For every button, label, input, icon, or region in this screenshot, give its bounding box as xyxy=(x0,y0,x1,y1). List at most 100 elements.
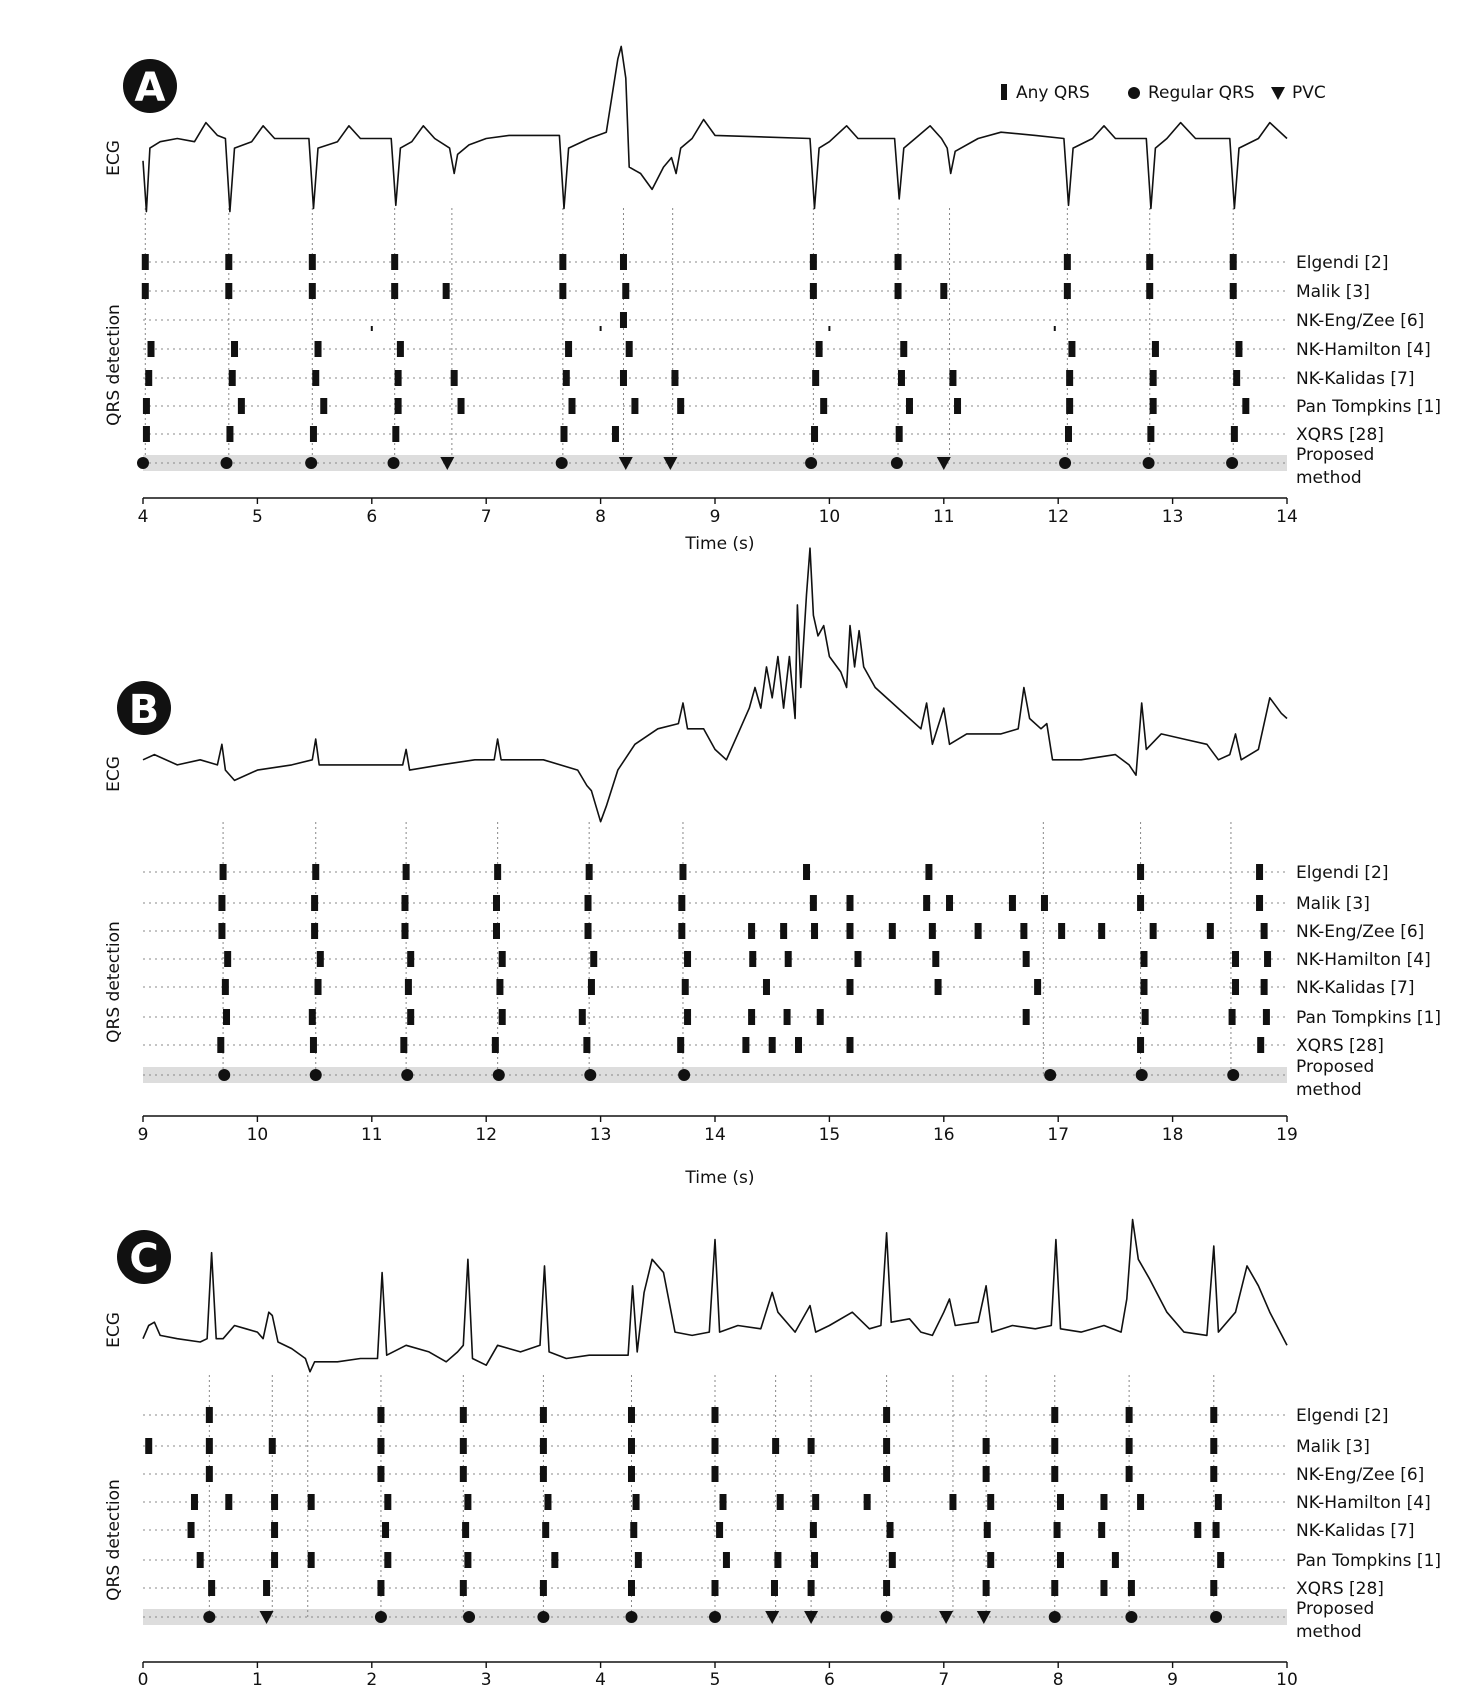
x-tick-label: 18 xyxy=(1162,1125,1184,1145)
regular-qrs-mark xyxy=(1125,1611,1138,1623)
any-qrs-mark xyxy=(308,283,316,299)
x-tick-label: 16 xyxy=(933,1125,955,1145)
any-qrs-mark xyxy=(811,426,819,442)
row-label: NK-Kalidas [7] xyxy=(1296,369,1414,389)
qrs-axis-label: QRS detection xyxy=(104,304,124,426)
any-qrs-mark xyxy=(316,951,324,967)
any-qrs-mark xyxy=(1256,864,1264,880)
any-qrs-mark xyxy=(1194,1522,1202,1538)
any-qrs-mark xyxy=(407,1009,415,1025)
any-qrs-mark xyxy=(1141,1009,1149,1025)
regular-qrs-mark xyxy=(1059,457,1072,469)
row-label: NK-Eng/Zee [6] xyxy=(1296,311,1424,331)
any-qrs-mark xyxy=(1256,895,1264,911)
x-tick-label: 10 xyxy=(247,1125,269,1145)
any-qrs-mark xyxy=(619,312,627,328)
any-qrs-mark xyxy=(1262,1009,1270,1025)
any-qrs-mark xyxy=(1056,1494,1064,1510)
any-qrs-mark xyxy=(459,1580,467,1596)
any-qrs-mark xyxy=(1063,254,1071,270)
row-label-proposed-line2: method xyxy=(1296,1080,1362,1100)
ecg-line xyxy=(142,45,1288,213)
legend-label-pvc: PVC xyxy=(1292,83,1326,103)
any-qrs-mark xyxy=(681,979,689,995)
any-qrs-mark xyxy=(1242,398,1250,414)
regular-qrs-mark xyxy=(387,457,400,469)
any-qrs-mark xyxy=(307,1552,315,1568)
any-qrs-mark xyxy=(271,1522,279,1538)
any-qrs-mark xyxy=(494,864,502,880)
any-qrs-mark xyxy=(223,1009,231,1025)
any-qrs-mark xyxy=(1022,951,1030,967)
any-qrs-mark xyxy=(224,951,232,967)
x-tick-label: 11 xyxy=(361,1125,383,1145)
any-qrs-mark xyxy=(684,951,692,967)
any-qrs-mark xyxy=(1232,951,1240,967)
any-qrs-mark xyxy=(932,951,940,967)
regular-qrs-mark xyxy=(880,1611,893,1623)
x-axis-title: Time (s) xyxy=(684,534,754,554)
any-qrs-mark xyxy=(1149,923,1157,939)
any-qrs-mark xyxy=(560,426,568,442)
any-qrs-mark xyxy=(1147,426,1155,442)
any-qrs-mark xyxy=(1058,923,1066,939)
any-qrs-mark xyxy=(1206,923,1214,939)
pvc-mark xyxy=(939,1611,954,1624)
any-qrs-mark xyxy=(218,895,226,911)
any-qrs-mark xyxy=(407,951,415,967)
any-qrs-mark xyxy=(815,341,823,357)
any-qrs-mark xyxy=(1137,1494,1145,1510)
any-qrs-mark xyxy=(711,1438,719,1454)
any-qrs-mark xyxy=(404,979,412,995)
regular-qrs-mark xyxy=(492,1069,505,1081)
panel-badge-letter: B xyxy=(129,687,160,733)
small-tick-mark xyxy=(599,326,602,331)
any-qrs-mark xyxy=(559,283,567,299)
x-tick-label: 7 xyxy=(938,1670,949,1690)
any-qrs-mark xyxy=(677,398,685,414)
any-qrs-mark xyxy=(400,1037,408,1053)
any-qrs-mark xyxy=(231,341,239,357)
any-qrs-mark xyxy=(219,864,227,880)
any-qrs-mark xyxy=(807,1580,815,1596)
ecg-line xyxy=(142,547,1288,823)
any-qrs-mark xyxy=(141,283,149,299)
ecg-trace xyxy=(142,1218,1288,1373)
row-labels: Elgendi [2] Malik [3] NK-Eng/Zee [6] NK-Ham… xyxy=(1296,1406,1441,1642)
any-qrs-mark xyxy=(491,1037,499,1053)
any-qrs-mark xyxy=(625,341,633,357)
x-tick-label: 8 xyxy=(595,507,606,527)
any-qrs-mark xyxy=(795,1037,803,1053)
any-qrs-mark xyxy=(1125,1438,1133,1454)
any-qrs-mark xyxy=(312,864,320,880)
row-labels: Elgendi [2] Malik [3] NK-Eng/Zee [6] NK-Ham… xyxy=(1296,863,1441,1100)
regular-qrs-mark xyxy=(309,1069,322,1081)
any-qrs-mark xyxy=(226,426,234,442)
any-qrs-mark xyxy=(1100,1494,1108,1510)
regular-qrs-mark xyxy=(401,1069,414,1081)
any-qrs-mark xyxy=(1210,1580,1218,1596)
any-qrs-mark xyxy=(498,951,506,967)
any-qrs-mark xyxy=(1034,979,1042,995)
any-qrs-mark xyxy=(928,923,936,939)
any-qrs-mark xyxy=(208,1580,216,1596)
ecg-trace xyxy=(142,45,1288,213)
any-qrs-mark xyxy=(457,398,465,414)
row-label: XQRS [28] xyxy=(1296,1036,1384,1056)
any-qrs-mark xyxy=(1051,1407,1059,1423)
any-qrs-mark xyxy=(684,1009,692,1025)
any-qrs-mark xyxy=(147,341,155,357)
regular-qrs-mark xyxy=(305,457,318,469)
x-tick-label: 5 xyxy=(710,1670,721,1690)
any-qrs-mark xyxy=(894,283,902,299)
regular-qrs-mark xyxy=(1142,457,1155,469)
any-qrs-mark xyxy=(863,1494,871,1510)
any-qrs-mark xyxy=(1098,1522,1106,1538)
any-qrs-mark xyxy=(382,1522,390,1538)
any-qrs-mark xyxy=(846,895,854,911)
any-qrs-mark xyxy=(679,864,687,880)
any-qrs-mark xyxy=(590,951,598,967)
x-tick-label: 12 xyxy=(475,1125,497,1145)
regular-qrs-mark xyxy=(137,457,149,469)
any-qrs-mark xyxy=(394,398,402,414)
